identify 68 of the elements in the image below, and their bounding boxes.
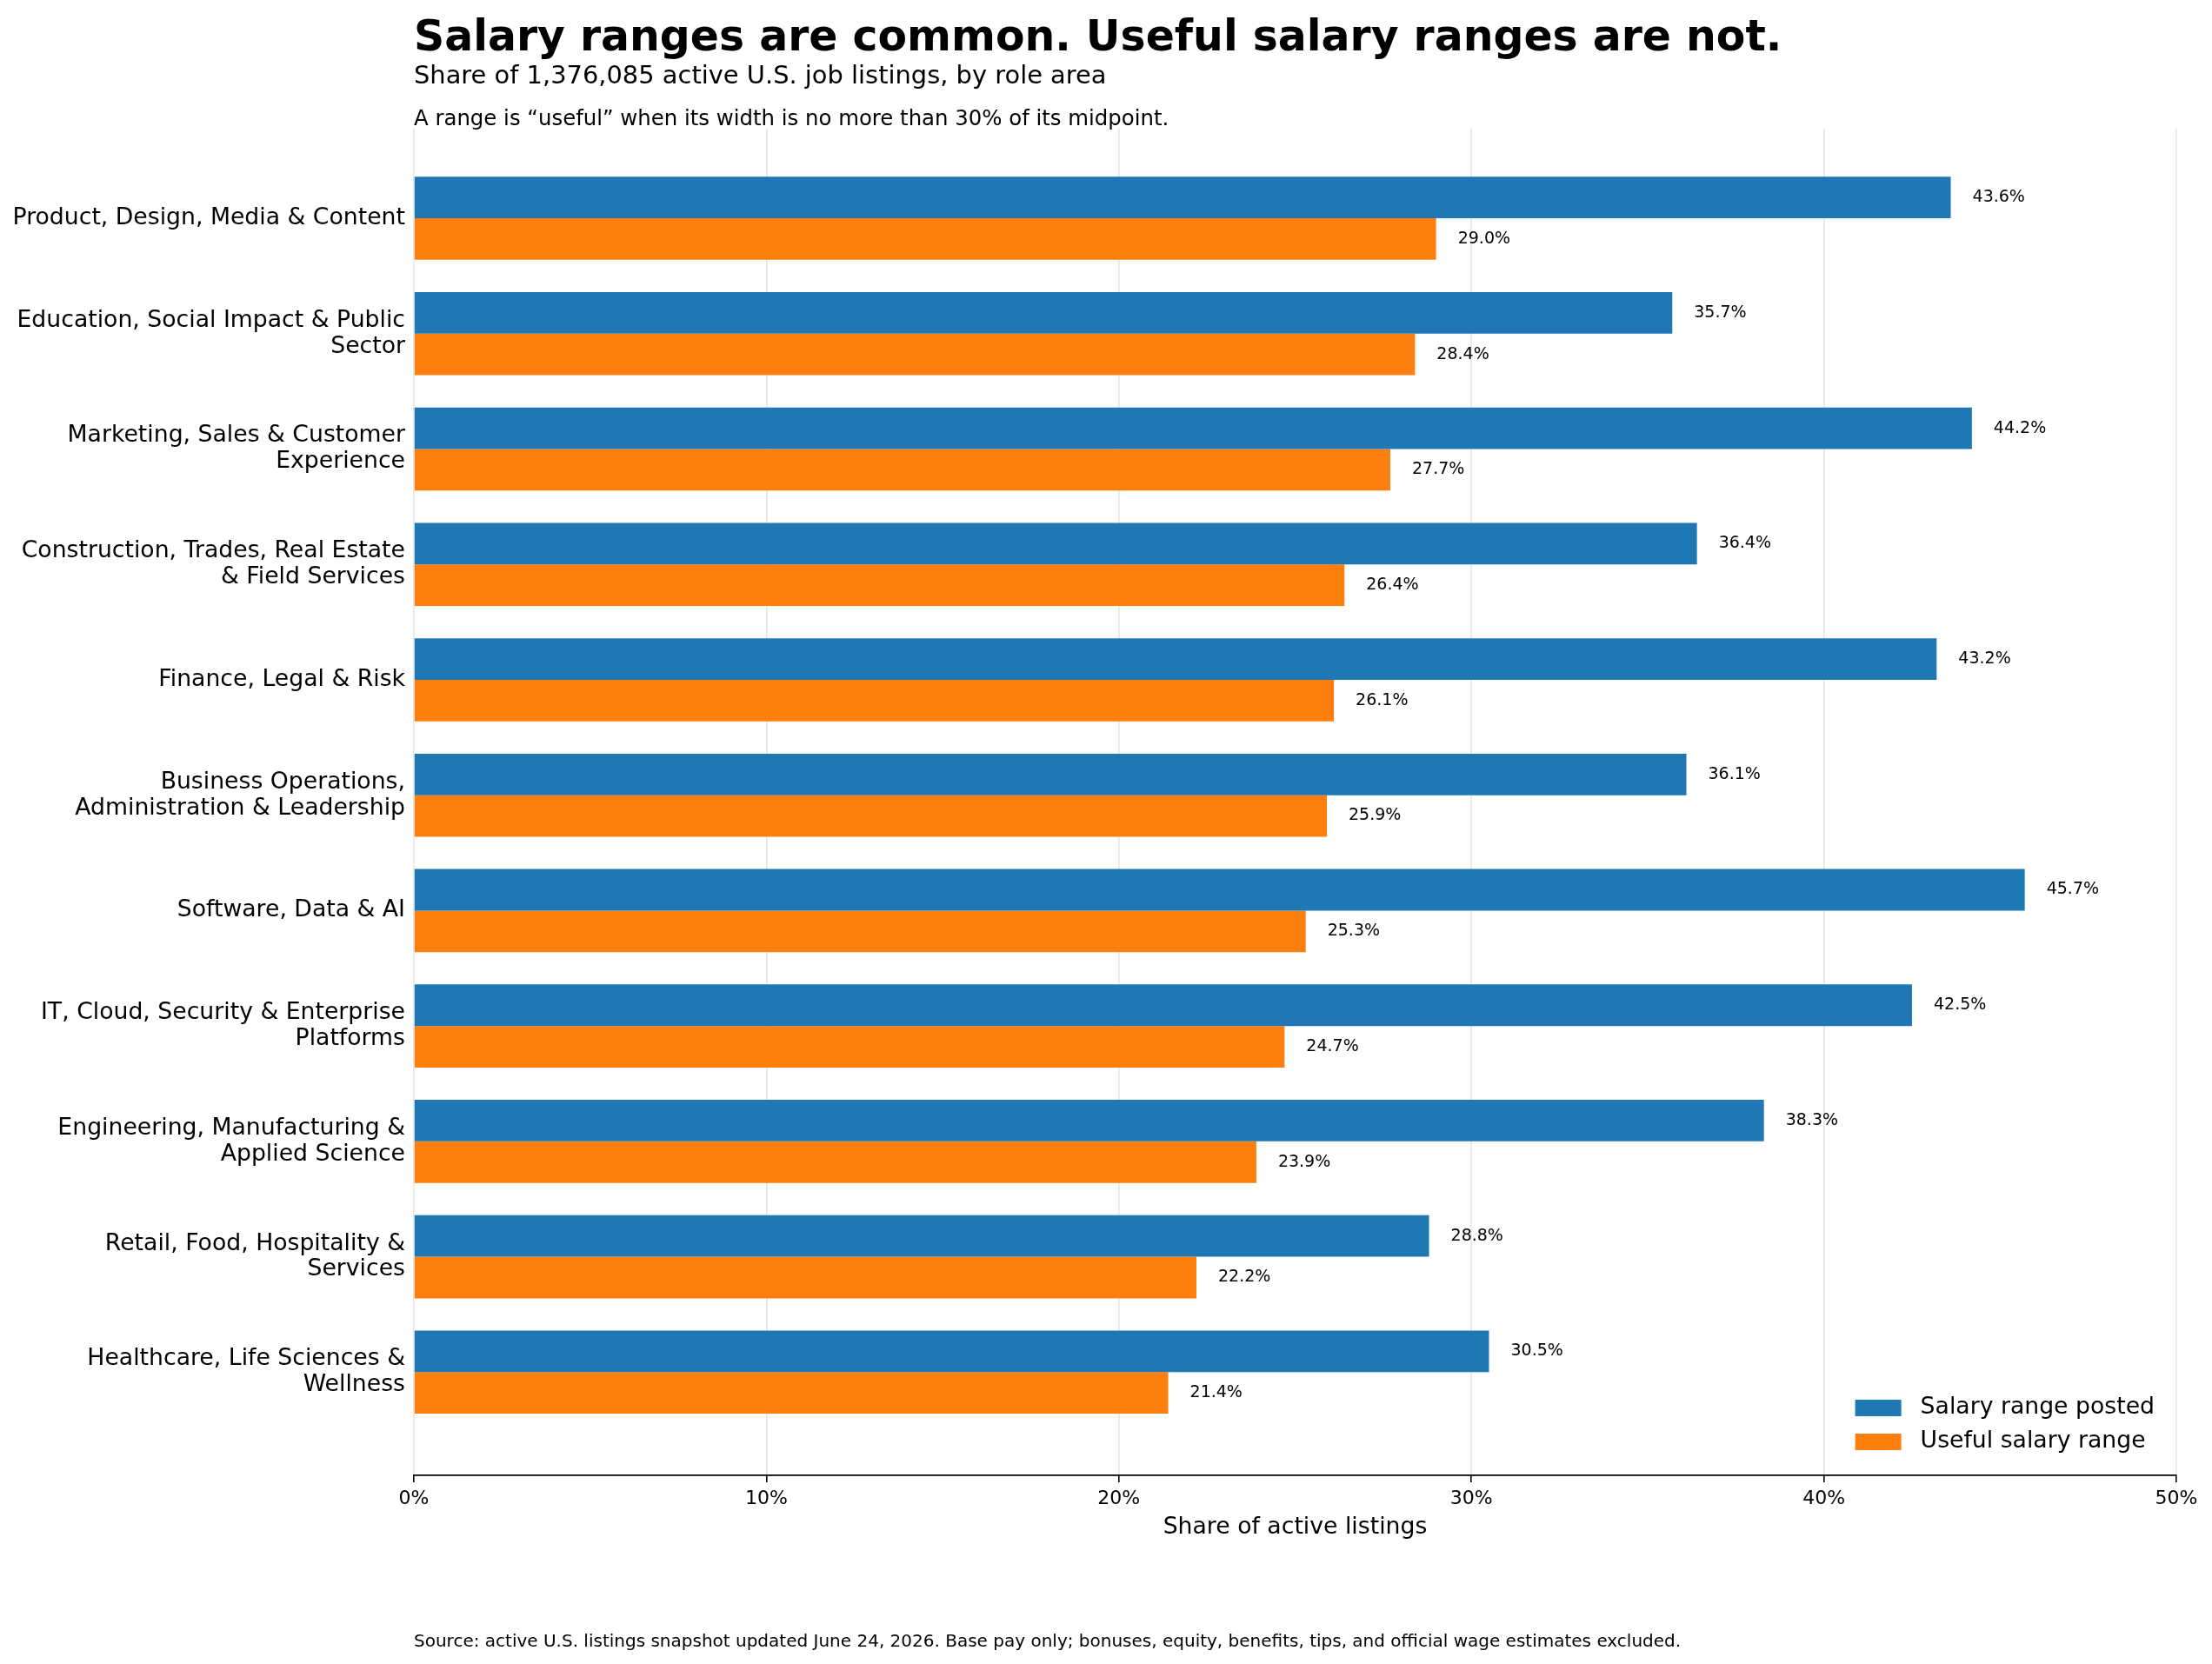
data-label: 30.5%: [1510, 1340, 1563, 1360]
data-label: 27.7%: [1411, 458, 1465, 478]
data-label: 24.7%: [1306, 1035, 1359, 1055]
x-tick-label: 10%: [744, 1486, 788, 1508]
y-tick-label: Healthcare, Life Sciences & Wellness: [87, 1343, 405, 1397]
bar: [414, 1256, 1196, 1299]
data-label: 36.4%: [1718, 532, 1772, 552]
x-tick-label: 40%: [1802, 1486, 1846, 1508]
y-tick-label: Business Operations, Administration & Leadership: [75, 766, 405, 820]
bar: [414, 176, 1951, 218]
x-axis-title: Share of active listings: [1163, 1511, 1428, 1539]
y-tick-label: Software, Data & AI: [177, 895, 405, 922]
data-label: 21.4%: [1189, 1381, 1243, 1401]
y-tick-label: Construction, Trades, Real Estate & Field Services: [21, 536, 405, 589]
chart-title: Salary ranges are common. Useful salary ranges are not.: [414, 11, 1782, 61]
bar: [414, 753, 1687, 795]
y-tick-label: Education, Social Impact & Public Sector: [17, 304, 406, 358]
x-tick-label: 50%: [2155, 1486, 2198, 1508]
bar: [414, 1215, 1429, 1257]
data-label: 29.0%: [1457, 227, 1511, 247]
chart-subtitle: Share of 1,376,085 active U.S. job listings, by role area: [414, 60, 1107, 90]
source-note: Source: active U.S. listings snapshot updated June 24, 2026. Base pay only; bonuses, equity, benefits, tips, and official wage estimates excluded.: [414, 1630, 1682, 1651]
data-label: 26.4%: [1366, 574, 1419, 594]
data-label: 35.7%: [1694, 301, 1747, 321]
bar: [414, 638, 1937, 680]
data-label: 28.8%: [1450, 1224, 1503, 1244]
bar: [414, 795, 1327, 837]
x-tick-label: 0%: [398, 1486, 430, 1508]
data-label: 42.5%: [1933, 994, 1987, 1014]
legend-label: Useful salary range: [1920, 1426, 2146, 1454]
bar: [414, 218, 1436, 260]
bar: [414, 984, 1912, 1027]
y-tick-label: Retail, Food, Hospitality & Services: [104, 1228, 405, 1281]
y-tick-label: IT, Cloud, Security & Enterprise Platforms: [41, 997, 405, 1051]
bar: [414, 522, 1697, 565]
bar: [414, 1026, 1285, 1068]
data-label: 25.3%: [1327, 920, 1381, 940]
x-tick-label: 30%: [1449, 1486, 1493, 1508]
bar: [414, 407, 1972, 449]
bar: [414, 291, 1673, 334]
x-tick-label: 20%: [1097, 1486, 1141, 1508]
bar: [414, 910, 1306, 953]
data-label: 28.4%: [1436, 343, 1489, 363]
data-label: 36.1%: [1708, 762, 1761, 782]
data-label: 23.9%: [1277, 1150, 1331, 1170]
data-label: 43.2%: [1958, 647, 2011, 667]
y-tick-label: Product, Design, Media & Content: [12, 202, 405, 230]
data-label: 45.7%: [2046, 878, 2100, 898]
y-tick-label: Finance, Legal & Risk: [158, 663, 406, 691]
data-label: 43.6%: [1972, 186, 2025, 206]
bar: [414, 564, 1345, 606]
legend-label: Salary range posted: [1920, 1392, 2155, 1420]
bar: [414, 333, 1416, 376]
bar: [414, 1141, 1256, 1183]
y-tick-label: Marketing, Sales & Customer Experience: [67, 420, 406, 474]
data-label: 26.1%: [1356, 689, 1409, 709]
data-label: 22.2%: [1217, 1266, 1271, 1286]
bar: [414, 1372, 1169, 1414]
bar: [414, 449, 1390, 491]
annotation: A range is “useful” when its width is no more than 30% of its midpoint.: [414, 105, 1169, 130]
bar: [414, 869, 2025, 911]
bar: [414, 1330, 1489, 1373]
bar: [414, 1100, 1764, 1142]
data-label: 38.3%: [1785, 1108, 1839, 1128]
data-label: 25.9%: [1348, 804, 1402, 824]
bar: [414, 679, 1335, 722]
data-label: 44.2%: [1993, 416, 2047, 436]
y-tick-label: Engineering, Manufacturing & Applied Science: [57, 1112, 405, 1166]
